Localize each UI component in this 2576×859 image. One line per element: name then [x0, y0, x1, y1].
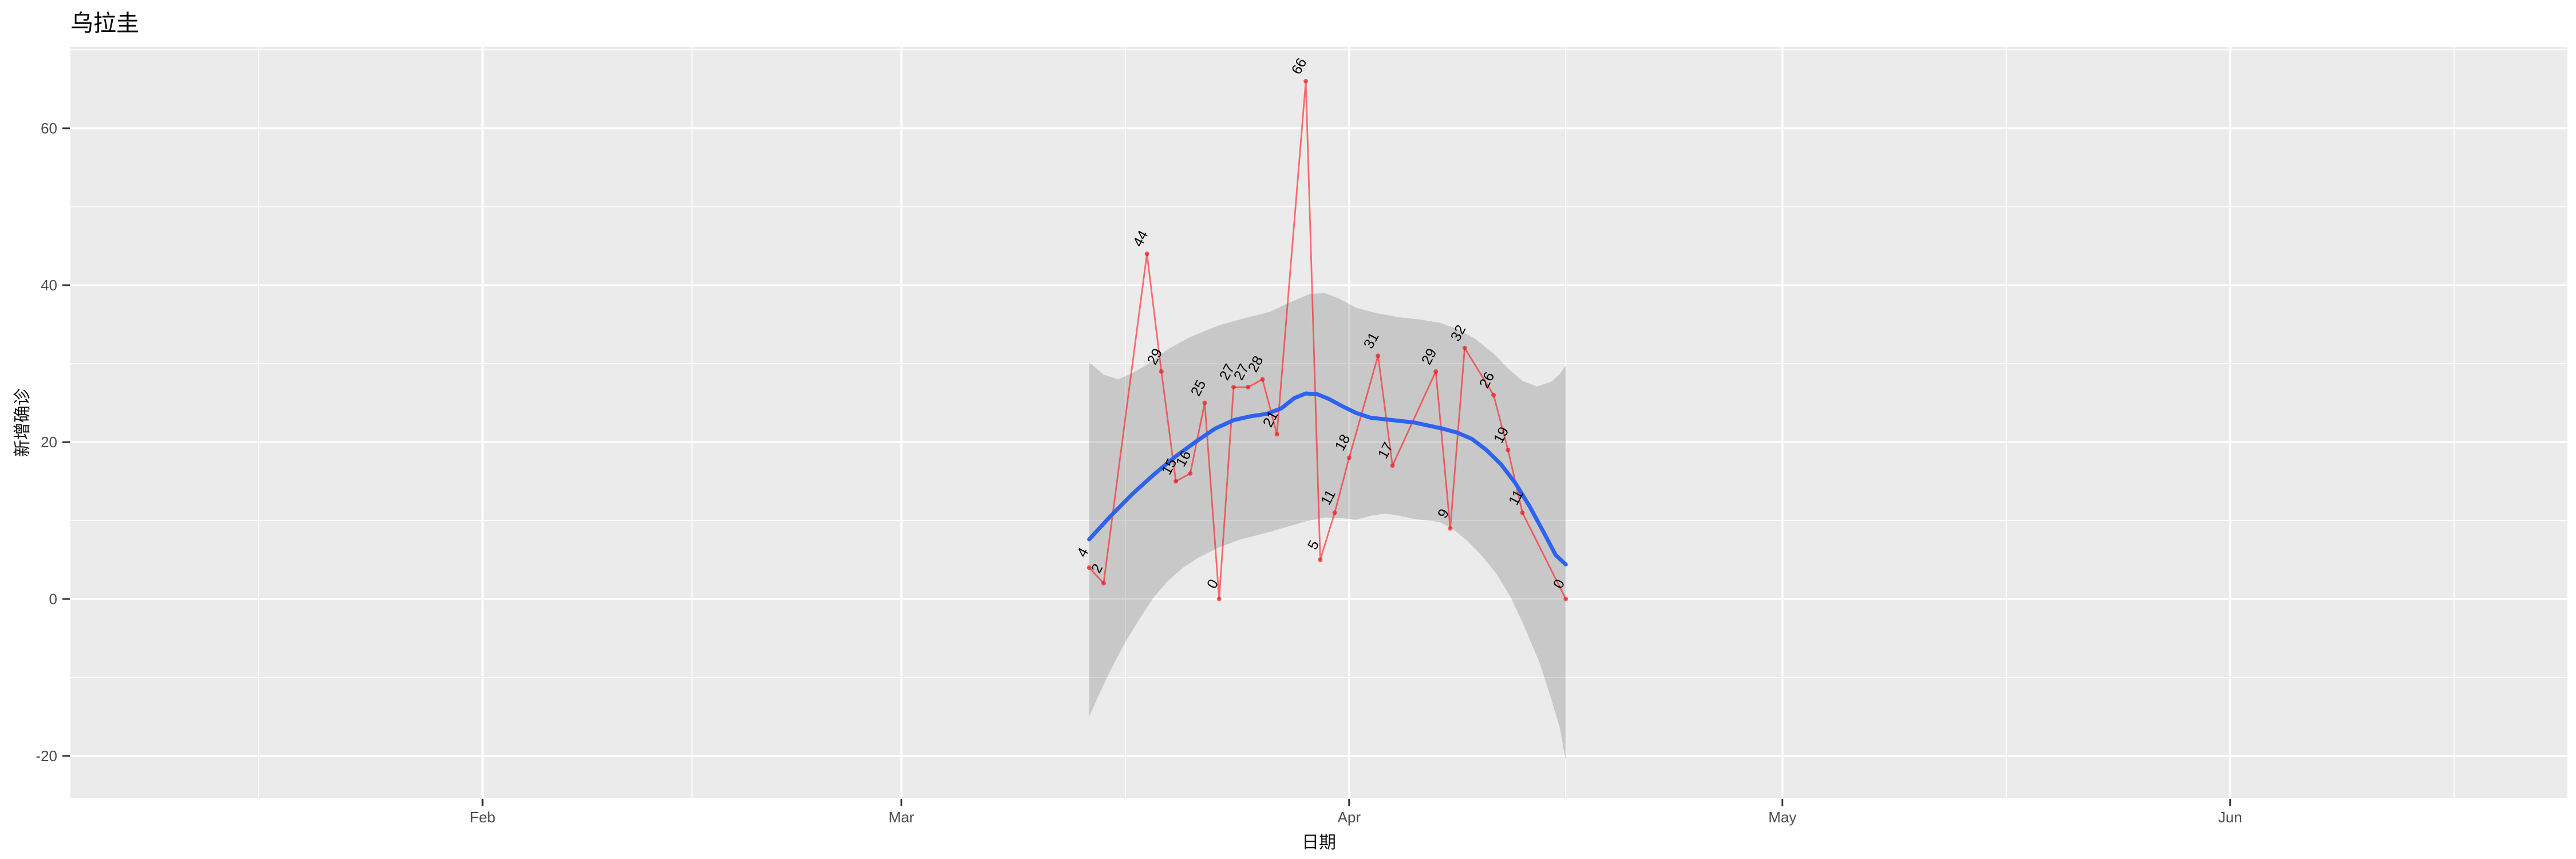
data-point-dot: [1086, 565, 1092, 570]
data-point-dot: [1101, 581, 1106, 586]
data-point-dot: [1462, 345, 1467, 350]
data-point-dot: [1202, 400, 1207, 405]
data-point-dot: [1246, 385, 1251, 390]
x-axis-title: 日期: [1302, 833, 1336, 852]
x-tick-label: Mar: [888, 809, 915, 826]
data-point-dot: [1318, 557, 1323, 562]
data-point-dot: [1520, 510, 1525, 515]
data-point-dot: [1346, 455, 1352, 460]
x-tick-label: May: [1768, 809, 1797, 826]
plot-title: 乌拉圭: [70, 11, 139, 36]
data-point-dot: [1433, 369, 1439, 374]
data-point-dot: [1188, 471, 1193, 476]
data-point-dot: [1231, 385, 1236, 390]
data-point-dot: [1144, 251, 1149, 257]
data-point-dot: [1216, 597, 1222, 601]
x-tick-label: Feb: [469, 809, 496, 826]
data-point-dot: [1376, 353, 1381, 358]
data-point-dot: [1491, 392, 1496, 397]
data-point-dot: [1448, 526, 1453, 531]
y-tick-label: 0: [49, 590, 57, 608]
data-point-dot: [1260, 377, 1265, 382]
y-tick-label: 60: [41, 120, 57, 137]
data-point-dot: [1274, 432, 1279, 437]
data-point-dot: [1563, 597, 1568, 601]
y-tick-label: -20: [35, 747, 57, 765]
data-point-dot: [1174, 479, 1179, 484]
x-tick-label: Jun: [2218, 809, 2242, 826]
confidence-band: [1089, 293, 1566, 762]
x-tick-label: Apr: [1337, 809, 1361, 826]
data-point-dot: [1303, 78, 1309, 84]
smooth-line: [1087, 391, 1568, 567]
plot-panel: [70, 47, 2567, 798]
data-point-dot: [1390, 463, 1395, 468]
y-tick-label: 20: [41, 434, 57, 451]
y-tick-label: 40: [41, 277, 57, 294]
data-point-dot: [1506, 447, 1511, 452]
data-point-dot: [1332, 510, 1337, 515]
data-point-dot: [1159, 369, 1164, 374]
